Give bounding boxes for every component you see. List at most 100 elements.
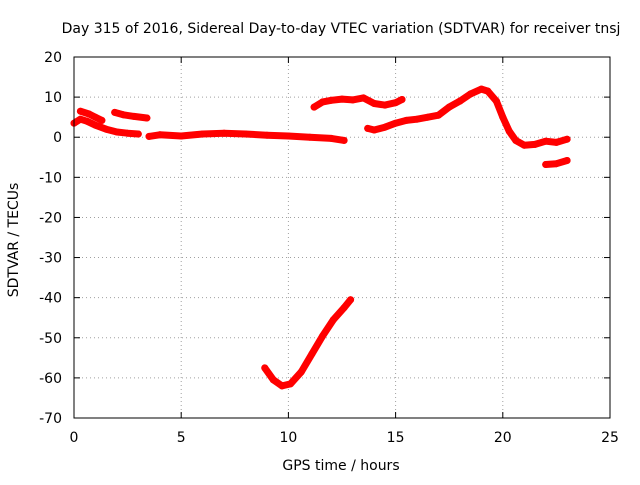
data-point: [220, 129, 228, 137]
data-point: [435, 111, 442, 119]
data-point: [145, 132, 153, 140]
series-segment-3: [111, 108, 151, 122]
data-point: [329, 316, 337, 324]
data-point: [261, 364, 269, 372]
y-tick-label: 10: [44, 90, 62, 106]
data-point: [308, 350, 316, 358]
data-point: [340, 304, 348, 312]
x-tick-label: 20: [494, 430, 512, 446]
x-tick-label: 10: [279, 430, 297, 446]
series-layer: [70, 85, 571, 390]
data-point: [542, 137, 550, 145]
x-axis-label: GPS time / hours: [282, 458, 399, 474]
series-segment-5: [310, 94, 406, 111]
data-point: [269, 376, 277, 384]
data-point: [327, 96, 335, 104]
y-tick-label: -40: [39, 291, 62, 307]
data-point: [398, 96, 406, 103]
data-point: [113, 128, 121, 136]
data-point: [310, 103, 318, 111]
x-tick-label: 25: [601, 430, 619, 446]
data-point: [381, 101, 389, 109]
y-tick-label: 20: [44, 50, 62, 66]
data-point: [359, 94, 367, 102]
data-point: [263, 131, 271, 139]
data-point: [297, 368, 305, 376]
data-point: [542, 161, 550, 168]
data-point: [413, 115, 421, 123]
plot-frame: [73, 56, 611, 419]
grid-layer: [74, 57, 610, 418]
x-tick-label: 5: [177, 430, 186, 446]
data-point: [319, 98, 327, 106]
data-point: [552, 160, 560, 168]
data-point: [284, 132, 292, 140]
data-point: [445, 103, 453, 111]
data-point: [402, 116, 410, 124]
data-point: [392, 99, 400, 107]
data-point: [512, 136, 520, 144]
data-point: [134, 130, 142, 138]
data-point: [340, 136, 348, 144]
y-tick-label: 0: [53, 130, 62, 146]
data-point: [306, 133, 314, 141]
series-segment-2: [76, 107, 106, 124]
data-point: [392, 119, 400, 127]
data-point: [467, 90, 475, 98]
data-point: [98, 116, 106, 124]
data-point: [177, 132, 185, 140]
label-layer: 0 5 10 15 20 25 20 10 0 -10 -20 -30 -40 -50 -60 -70: [39, 50, 619, 446]
tick-layer: [73, 56, 611, 419]
data-point: [499, 113, 507, 121]
x-tick-label: 15: [387, 430, 405, 446]
data-point: [370, 126, 378, 134]
data-point: [76, 107, 84, 115]
y-tick-label: -10: [39, 170, 62, 186]
data-point: [347, 296, 355, 304]
data-point: [85, 110, 93, 118]
data-point: [143, 114, 151, 122]
data-point: [505, 127, 513, 135]
series-segment-8: [261, 296, 355, 390]
data-point: [319, 332, 327, 340]
data-point: [119, 111, 127, 119]
data-point: [424, 113, 432, 121]
data-point: [381, 123, 389, 131]
chart-title: Day 315 of 2016, Sidereal Day-to-day VTE…: [62, 21, 621, 37]
data-point: [199, 130, 207, 138]
data-point: [287, 380, 294, 388]
y-tick-label: -70: [39, 411, 62, 427]
data-point: [492, 97, 500, 105]
y-tick-label: -20: [39, 210, 62, 226]
data-point: [327, 134, 335, 142]
data-point: [364, 124, 372, 132]
y-tick-label: -50: [39, 331, 62, 347]
data-point: [83, 117, 91, 125]
series-segment-6: [364, 85, 571, 149]
data-point: [552, 138, 560, 146]
data-point: [563, 157, 571, 164]
data-point: [156, 131, 164, 139]
data-point: [484, 87, 492, 95]
data-point: [520, 141, 528, 149]
data-point: [349, 96, 357, 104]
data-point: [91, 121, 99, 129]
data-point: [91, 113, 99, 121]
data-point: [456, 97, 464, 105]
data-point: [130, 112, 138, 120]
data-point: [278, 382, 286, 390]
data-point: [124, 129, 132, 137]
data-point: [242, 130, 249, 138]
data-point: [370, 100, 378, 107]
data-point: [76, 115, 84, 123]
y-tick-label: -60: [39, 371, 62, 387]
data-point: [111, 108, 119, 116]
x-tick-label: 0: [70, 430, 79, 446]
data-point: [338, 95, 346, 103]
y-tick-label: -30: [39, 251, 62, 267]
data-point: [102, 125, 110, 133]
data-point: [563, 135, 571, 143]
data-point: [477, 85, 485, 93]
